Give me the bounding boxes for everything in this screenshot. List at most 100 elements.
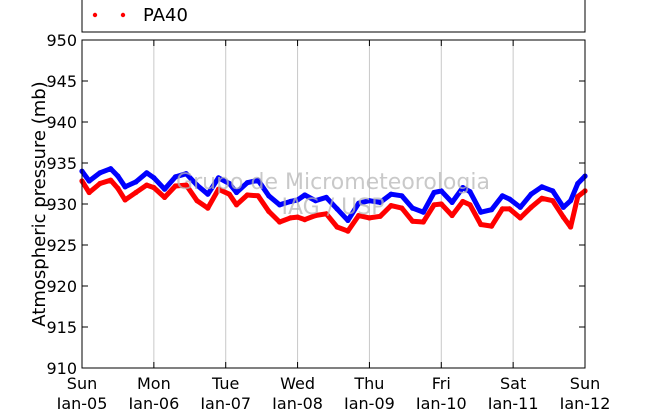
data-point — [86, 178, 92, 184]
data-point — [194, 182, 200, 188]
x-tick-label-day: Sun — [570, 374, 600, 393]
x-tick-label-date: Jan-08 — [271, 394, 323, 409]
data-point — [399, 205, 405, 211]
data-point — [151, 175, 157, 181]
y-tick-label: 950 — [46, 31, 77, 50]
data-point — [467, 202, 473, 208]
data-point — [460, 198, 466, 205]
data-point — [345, 217, 351, 223]
y-tick-label: 925 — [46, 236, 77, 255]
data-point — [334, 206, 340, 212]
data-point — [183, 171, 189, 177]
data-point — [478, 209, 484, 215]
data-point — [438, 201, 444, 207]
data-point — [172, 183, 178, 189]
data-point — [295, 197, 301, 203]
data-point — [302, 217, 308, 223]
data-point — [277, 202, 283, 208]
data-point — [266, 193, 272, 199]
data-point — [575, 180, 581, 187]
x-tick-label-day: Sun — [67, 374, 97, 393]
data-point — [255, 177, 261, 183]
data-point — [287, 198, 293, 205]
data-point — [205, 191, 211, 197]
data-point — [345, 228, 351, 234]
data-point — [377, 199, 383, 205]
series-line-0 — [79, 166, 588, 223]
legend-marker — [92, 12, 98, 18]
x-tick-label-day: Mon — [137, 374, 171, 393]
data-point — [388, 191, 394, 197]
data-point — [162, 186, 168, 192]
x-tick-label-date: Jan-10 — [415, 394, 467, 409]
watermark: Grupo de Micrometeorologia IAG / USP — [176, 170, 490, 220]
data-point — [144, 182, 150, 188]
y-tick-labels: 910 915 920 925 930 935 940 945 950 — [46, 31, 77, 378]
y-tick-label: 940 — [46, 113, 77, 132]
data-point — [122, 184, 128, 190]
data-point — [388, 203, 394, 209]
series-layer — [79, 166, 588, 234]
data-point — [215, 186, 222, 192]
x-tick-label-day: Tue — [211, 374, 239, 393]
data-point — [108, 166, 114, 172]
data-point — [205, 205, 211, 211]
data-point — [295, 214, 301, 220]
data-point — [144, 170, 150, 176]
data-point — [420, 209, 426, 215]
data-point — [489, 223, 495, 229]
legend-box — [81, 0, 586, 33]
data-point — [277, 219, 283, 225]
data-point — [244, 192, 250, 198]
x-tick-label-day: Thu — [353, 374, 384, 393]
data-point — [528, 204, 534, 210]
data-point — [266, 208, 272, 214]
y-tick-label: 935 — [46, 154, 77, 173]
legend-entry: PA40 — [92, 5, 188, 26]
data-point — [108, 177, 114, 183]
plot-area: Grupo de Micrometeorologia IAG / USP — [79, 39, 588, 369]
data-point — [133, 189, 139, 196]
x-tick-label-date: Jan-11 — [487, 394, 539, 409]
x-tick-label-day: Sat — [500, 374, 526, 393]
data-point — [86, 189, 92, 196]
data-point — [366, 215, 372, 221]
legend-marker — [120, 12, 126, 18]
x-tick-label-date: Jan-07 — [199, 394, 251, 409]
data-point — [499, 193, 505, 199]
data-point — [568, 224, 574, 230]
data-point — [162, 194, 168, 200]
data-point — [517, 215, 523, 221]
series-line-1 — [79, 177, 588, 234]
data-point — [115, 185, 121, 191]
y-axis-label: Atmospheric pressure (mb) — [29, 81, 50, 326]
data-point — [420, 219, 426, 225]
data-point — [449, 212, 455, 219]
x-tick-label-date: Jan-06 — [127, 394, 179, 409]
data-point — [194, 198, 200, 204]
data-point — [172, 174, 178, 180]
y-tick-label: 930 — [46, 195, 77, 214]
x-tick-label-date: Jan-12 — [559, 394, 611, 409]
data-point — [438, 188, 444, 194]
data-point — [575, 194, 581, 200]
data-point — [183, 182, 189, 188]
data-point — [366, 198, 372, 204]
data-point — [215, 175, 222, 181]
data-point — [539, 195, 545, 201]
data-point — [507, 206, 513, 212]
tick-marks — [81, 39, 586, 369]
data-point — [323, 211, 329, 217]
data-point — [377, 213, 383, 219]
y-tick-label: 910 — [46, 359, 77, 378]
data-point — [460, 185, 466, 191]
data-point — [97, 170, 103, 176]
data-point — [550, 188, 556, 194]
data-point — [409, 205, 416, 211]
data-point — [568, 198, 574, 204]
data-point — [356, 212, 362, 219]
data-point — [431, 202, 437, 208]
data-point — [356, 200, 362, 206]
data-point — [409, 218, 416, 224]
